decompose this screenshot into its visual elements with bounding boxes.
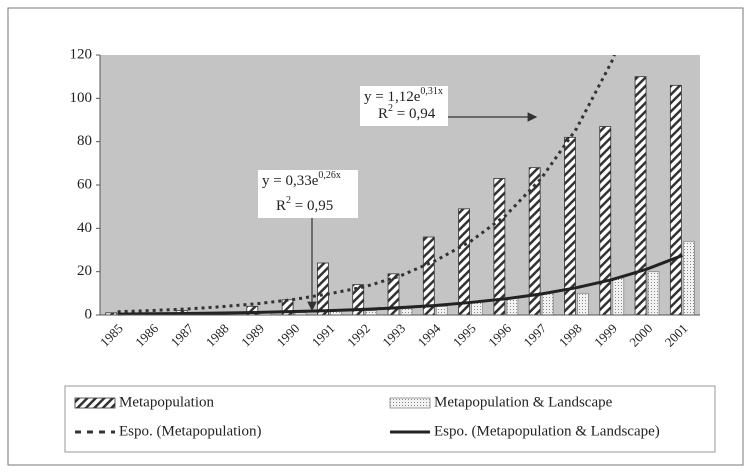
trendlines bbox=[117, 55, 683, 316]
bar bbox=[458, 208, 470, 316]
annotation-box bbox=[360, 86, 448, 126]
legend-swatch bbox=[74, 397, 116, 409]
y-tick-label: 100 bbox=[70, 90, 93, 106]
bar bbox=[493, 178, 506, 316]
bar bbox=[612, 277, 625, 316]
bar bbox=[682, 240, 695, 316]
bar bbox=[471, 301, 483, 316]
y-tick-label: 0 bbox=[85, 306, 93, 322]
legend-swatch bbox=[389, 397, 431, 409]
legend-label: Metapopulation & Landscape bbox=[434, 394, 613, 410]
r2: R bbox=[276, 198, 286, 214]
exponent: 0,31x bbox=[420, 86, 443, 97]
exponent: 0,26x bbox=[318, 170, 341, 181]
legend-box bbox=[64, 385, 716, 453]
legend-label: Metapopulation bbox=[119, 394, 214, 410]
bar bbox=[647, 271, 660, 316]
bar bbox=[634, 76, 647, 316]
bar bbox=[577, 292, 589, 316]
legend-label: Espo. (Metapopulation) bbox=[119, 423, 261, 439]
annotation-equation: y = 0,33e0,26x bbox=[262, 170, 341, 189]
y-tick-label: 20 bbox=[77, 263, 92, 279]
equation: y = 0,33e bbox=[262, 173, 319, 189]
trend-line bbox=[117, 254, 683, 316]
bar bbox=[400, 308, 413, 316]
bar bbox=[365, 310, 378, 316]
y-tick-label: 40 bbox=[77, 220, 92, 236]
y-tick-label: 80 bbox=[77, 133, 92, 149]
bar bbox=[669, 84, 682, 316]
y-tick-label: 120 bbox=[70, 46, 93, 62]
r2-exponent: 2 bbox=[286, 195, 291, 206]
bar bbox=[506, 297, 519, 316]
annotation-box bbox=[258, 170, 358, 218]
r2: R bbox=[378, 106, 388, 122]
bar bbox=[541, 292, 554, 316]
annotation-r2: R2 = 0,94 bbox=[378, 103, 436, 122]
annotation-r2: R2 = 0,95 bbox=[276, 195, 333, 214]
bar bbox=[422, 236, 435, 316]
legend-label: Espo. (Metapopulation & Landscape) bbox=[434, 423, 660, 439]
r2-value: = 0,94 bbox=[393, 106, 436, 122]
r2-value: = 0,95 bbox=[291, 198, 333, 214]
bar bbox=[317, 262, 329, 316]
r2-exponent: 2 bbox=[388, 103, 393, 114]
bar bbox=[435, 305, 448, 316]
annotation-equation: y = 1,12e0,31x bbox=[364, 86, 443, 105]
bar bbox=[599, 126, 612, 316]
y-tick-label: 60 bbox=[77, 176, 92, 192]
equation: y = 1,12e bbox=[364, 89, 421, 105]
